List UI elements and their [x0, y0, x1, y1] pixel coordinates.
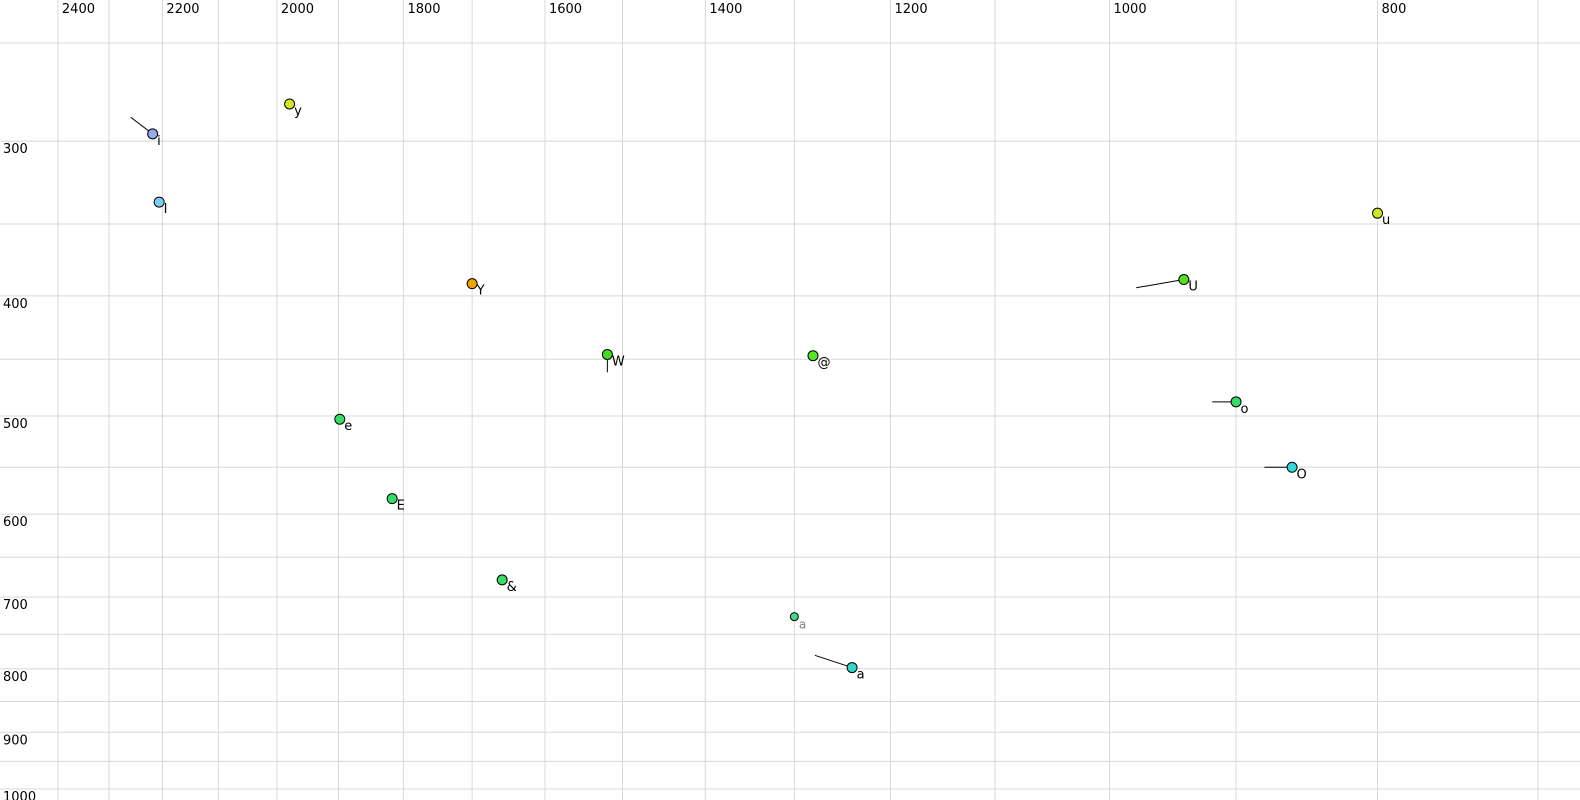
vowel-point-label: I — [164, 202, 168, 217]
vowel-point — [1286, 461, 1298, 473]
vowel-point — [789, 612, 799, 622]
vowel-point-label: W — [612, 354, 625, 369]
vowel-point-label: a — [857, 668, 865, 683]
vowel-point-label: & — [507, 580, 517, 595]
y-tick-label: 900 — [3, 733, 28, 748]
vowel-point-label: E — [397, 499, 405, 514]
vowel-point — [496, 574, 508, 586]
x-tick-label: 2000 — [281, 2, 314, 17]
vowel-point-label: u — [1382, 213, 1390, 228]
vowel-point — [601, 348, 613, 360]
vowel-point — [334, 413, 346, 425]
vowel-point-label: i — [157, 134, 161, 149]
vowel-point — [1178, 274, 1190, 286]
vowel-point-label: y — [294, 104, 302, 119]
vowel-point — [846, 662, 858, 674]
x-tick-label: 2200 — [166, 2, 199, 17]
vowel-point — [807, 350, 819, 362]
vowel-point — [147, 128, 159, 140]
vowel-point-label: @ — [817, 356, 830, 371]
y-tick-label: 400 — [3, 297, 28, 312]
x-tick-label: 1800 — [407, 2, 440, 17]
vowel-point — [284, 98, 296, 110]
vowel-point — [153, 196, 165, 208]
y-tick-label: 300 — [3, 142, 28, 157]
vowel-point — [386, 493, 398, 505]
vowel-point — [466, 278, 478, 290]
vowel-point — [1372, 207, 1384, 219]
vowel-point — [1230, 396, 1242, 408]
x-tick-label: 1200 — [895, 2, 928, 17]
x-tick-label: 1000 — [1114, 2, 1147, 17]
y-tick-label: 1000 — [3, 790, 36, 800]
y-tick-label: 600 — [3, 515, 28, 530]
y-tick-label: 700 — [3, 598, 28, 613]
x-tick-label: 800 — [1382, 2, 1407, 17]
vowel-trail — [1136, 279, 1184, 289]
x-tick-label: 2400 — [62, 2, 95, 17]
x-tick-label: 1400 — [709, 2, 742, 17]
vowel-trail — [814, 654, 853, 669]
vowel-point-label: U — [1188, 280, 1198, 295]
y-tick-label: 800 — [3, 670, 28, 685]
y-tick-label: 500 — [3, 417, 28, 432]
vowel-point-label: o — [1241, 402, 1249, 417]
vowel-point-label: e — [344, 419, 352, 434]
vowel-point-label: a — [799, 618, 806, 632]
vowel-point-label: Y — [476, 284, 485, 299]
x-tick-label: 1600 — [549, 2, 582, 17]
vowel-point-label: O — [1297, 467, 1307, 482]
